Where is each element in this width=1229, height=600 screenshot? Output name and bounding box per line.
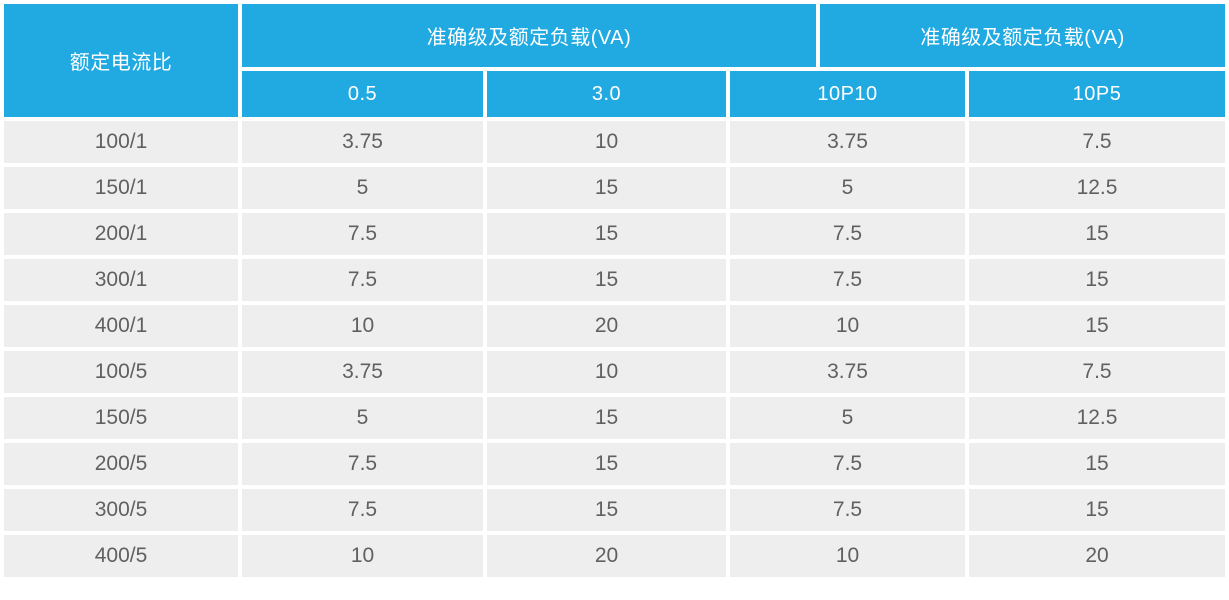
value-cell: 7.5 xyxy=(730,489,965,531)
table-row: 200/1 7.5 15 7.5 15 xyxy=(4,213,1225,255)
value-cell: 20 xyxy=(487,535,726,577)
value-cell: 3.75 xyxy=(730,121,965,163)
value-cell: 12.5 xyxy=(969,167,1225,209)
value-cell: 3.75 xyxy=(730,351,965,393)
value-cell: 3.75 xyxy=(242,351,483,393)
value-cell: 7.5 xyxy=(242,213,483,255)
ratio-cell: 200/1 xyxy=(4,213,238,255)
value-cell: 10 xyxy=(487,351,726,393)
col-header-0-5: 0.5 xyxy=(242,71,483,117)
group-header-row: 准确级及额定负载(VA) 准确级及额定负载(VA) xyxy=(242,4,1225,67)
table-row: 100/1 3.75 10 3.75 7.5 xyxy=(4,121,1225,163)
ratio-cell: 300/5 xyxy=(4,489,238,531)
corner-header-rated-current-ratio: 额定电流比 xyxy=(4,4,238,117)
value-cell: 15 xyxy=(969,443,1225,485)
ratio-cell: 100/1 xyxy=(4,121,238,163)
value-cell: 10 xyxy=(730,535,965,577)
value-cell: 5 xyxy=(730,167,965,209)
value-cell: 15 xyxy=(969,259,1225,301)
group-header-accuracy-burden-1: 准确级及额定负载(VA) xyxy=(242,4,816,67)
value-cell: 7.5 xyxy=(730,443,965,485)
value-cell: 15 xyxy=(487,443,726,485)
ratio-cell: 150/1 xyxy=(4,167,238,209)
table-header: 额定电流比 准确级及额定负载(VA) 准确级及额定负载(VA) 0.5 3.0 … xyxy=(4,4,1225,117)
table-row: 150/1 5 15 5 12.5 xyxy=(4,167,1225,209)
ratio-cell: 400/1 xyxy=(4,305,238,347)
value-cell: 10 xyxy=(487,121,726,163)
value-cell: 7.5 xyxy=(242,489,483,531)
ratio-cell: 200/5 xyxy=(4,443,238,485)
value-cell: 7.5 xyxy=(969,121,1225,163)
ratio-cell: 150/5 xyxy=(4,397,238,439)
value-cell: 15 xyxy=(487,489,726,531)
col-header-3-0: 3.0 xyxy=(487,71,726,117)
value-cell: 15 xyxy=(487,167,726,209)
value-cell: 12.5 xyxy=(969,397,1225,439)
value-cell: 15 xyxy=(969,305,1225,347)
value-cell: 5 xyxy=(242,167,483,209)
ratio-cell: 400/5 xyxy=(4,535,238,577)
value-cell: 15 xyxy=(487,259,726,301)
header-right-block: 准确级及额定负载(VA) 准确级及额定负载(VA) 0.5 3.0 10P10 … xyxy=(242,4,1225,117)
table-row: 200/5 7.5 15 7.5 15 xyxy=(4,443,1225,485)
value-cell: 20 xyxy=(969,535,1225,577)
table-row: 400/1 10 20 10 15 xyxy=(4,305,1225,347)
table-body: 100/1 3.75 10 3.75 7.5 150/1 5 15 5 12.5… xyxy=(4,121,1225,577)
value-cell: 5 xyxy=(730,397,965,439)
value-cell: 7.5 xyxy=(730,213,965,255)
value-cell: 7.5 xyxy=(969,351,1225,393)
table-row: 100/5 3.75 10 3.75 7.5 xyxy=(4,351,1225,393)
group-header-accuracy-burden-2: 准确级及额定负载(VA) xyxy=(820,4,1225,67)
value-cell: 15 xyxy=(487,213,726,255)
value-cell: 3.75 xyxy=(242,121,483,163)
value-cell: 7.5 xyxy=(242,259,483,301)
value-cell: 7.5 xyxy=(242,443,483,485)
value-cell: 15 xyxy=(969,489,1225,531)
ratio-cell: 100/5 xyxy=(4,351,238,393)
value-cell: 10 xyxy=(242,305,483,347)
ratio-cell: 300/1 xyxy=(4,259,238,301)
table-row: 400/5 10 20 10 20 xyxy=(4,535,1225,577)
table-row: 300/1 7.5 15 7.5 15 xyxy=(4,259,1225,301)
value-cell: 15 xyxy=(969,213,1225,255)
rated-burden-spec-table: 额定电流比 准确级及额定负载(VA) 准确级及额定负载(VA) 0.5 3.0 … xyxy=(4,4,1225,577)
value-cell: 20 xyxy=(487,305,726,347)
sub-header-row: 0.5 3.0 10P10 10P5 xyxy=(242,71,1225,117)
table-row: 300/5 7.5 15 7.5 15 xyxy=(4,489,1225,531)
table-row: 150/5 5 15 5 12.5 xyxy=(4,397,1225,439)
value-cell: 7.5 xyxy=(730,259,965,301)
col-header-10p10: 10P10 xyxy=(730,71,965,117)
value-cell: 10 xyxy=(730,305,965,347)
value-cell: 10 xyxy=(242,535,483,577)
value-cell: 15 xyxy=(487,397,726,439)
col-header-10p5: 10P5 xyxy=(969,71,1225,117)
value-cell: 5 xyxy=(242,397,483,439)
